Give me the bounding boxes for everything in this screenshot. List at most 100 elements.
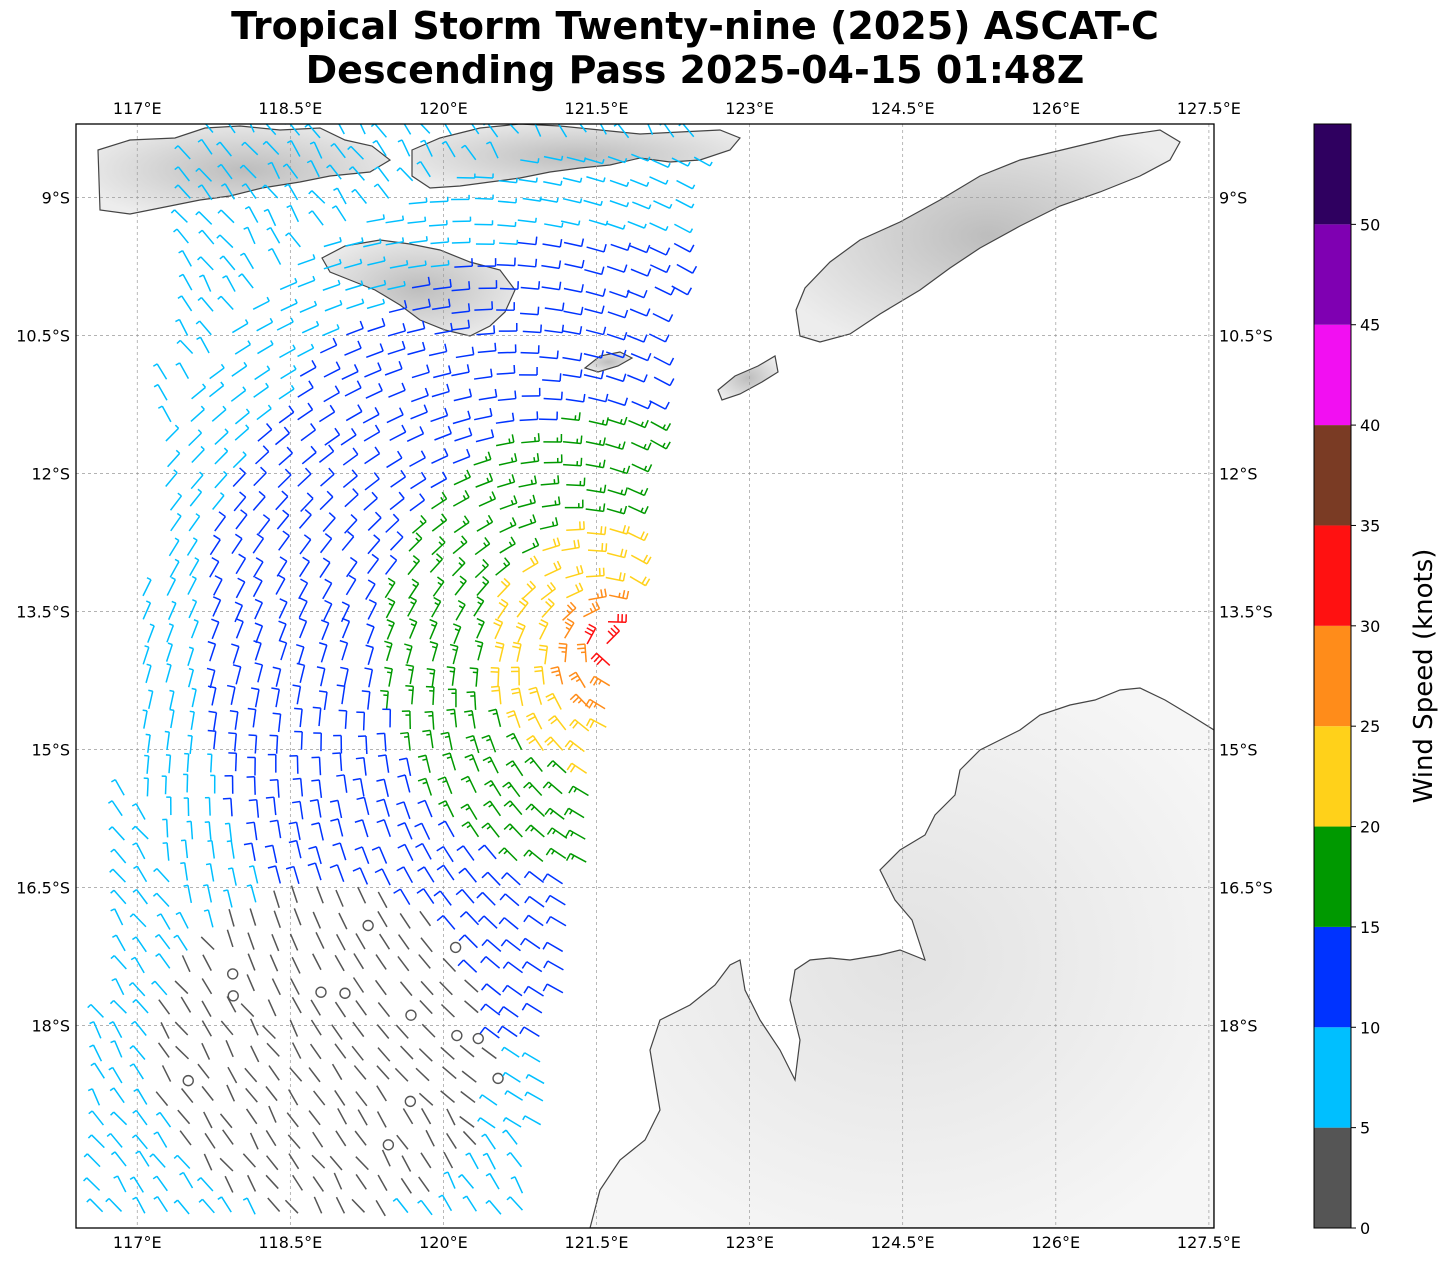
wind-barb bbox=[525, 1073, 545, 1085]
wind-barb bbox=[254, 365, 271, 381]
lat-tick-label-left: 13.5°S bbox=[16, 603, 70, 622]
wind-barb bbox=[443, 1151, 454, 1169]
wind-barb bbox=[152, 1175, 168, 1192]
wind-barb bbox=[367, 553, 380, 575]
wind-barb bbox=[278, 530, 290, 551]
wind-barb bbox=[89, 1044, 103, 1062]
wind-barb bbox=[131, 1020, 147, 1036]
wind-barb bbox=[203, 909, 214, 928]
wind-barb bbox=[562, 177, 583, 183]
wind-barb bbox=[652, 312, 674, 323]
wind-barb bbox=[506, 710, 521, 729]
lon-tick-label-bottom: 120°E bbox=[419, 1233, 468, 1252]
wind-barb bbox=[187, 646, 195, 666]
wind-barb bbox=[455, 888, 475, 904]
wind-barb bbox=[284, 183, 299, 201]
wind-barb bbox=[253, 557, 264, 578]
wind-barb bbox=[313, 1090, 326, 1106]
colorbar-segment bbox=[1314, 224, 1351, 325]
wind-barb bbox=[452, 216, 472, 223]
lon-tick-label-top: 118.5°E bbox=[258, 99, 322, 118]
wind-barb bbox=[563, 238, 585, 248]
wind-barb bbox=[235, 577, 246, 599]
wind-barb bbox=[312, 911, 322, 929]
wind-barb bbox=[238, 273, 254, 289]
wind-barb bbox=[456, 845, 475, 861]
wind-barb bbox=[421, 1023, 436, 1038]
wind-barb bbox=[329, 864, 345, 882]
wind-barb bbox=[148, 689, 154, 709]
wind-barb bbox=[209, 534, 221, 556]
wind-barb bbox=[417, 777, 433, 796]
wind-barb bbox=[440, 1003, 455, 1018]
wind-barb bbox=[216, 141, 232, 157]
wind-barb bbox=[205, 863, 215, 882]
wind-barb bbox=[461, 144, 477, 161]
wind-barb bbox=[477, 915, 498, 929]
wind-barb bbox=[110, 1111, 128, 1126]
wind-barb bbox=[411, 364, 430, 379]
wind-barb bbox=[498, 323, 518, 332]
wind-barb bbox=[460, 1090, 476, 1104]
wind-barb bbox=[228, 752, 238, 772]
wind-barb bbox=[312, 953, 322, 971]
wind-barb bbox=[354, 846, 370, 865]
wind-barb bbox=[157, 405, 172, 423]
lon-tick-label-bottom: 124.5°E bbox=[871, 1233, 935, 1252]
wind-barb bbox=[418, 1092, 434, 1106]
wind-barb bbox=[629, 575, 651, 587]
wind-barb bbox=[522, 1115, 542, 1126]
wind-barb bbox=[521, 1052, 541, 1063]
wind-barb bbox=[497, 1025, 518, 1038]
wind-barb bbox=[313, 732, 322, 752]
wind-barb bbox=[357, 735, 368, 755]
wind-barb bbox=[318, 642, 328, 663]
wind-barb bbox=[512, 641, 522, 662]
wind-barb bbox=[201, 1000, 212, 1017]
wind-barb bbox=[217, 209, 235, 224]
wind-barb bbox=[539, 517, 559, 530]
wind-barb bbox=[268, 1065, 280, 1081]
wind-barb bbox=[364, 446, 381, 465]
wind-barb bbox=[564, 618, 575, 639]
wind-barb bbox=[502, 1117, 522, 1128]
calm-wind-circle bbox=[492, 1072, 504, 1085]
wind-barb bbox=[440, 1046, 455, 1060]
wind-barb bbox=[266, 1042, 280, 1057]
colorbar-tick-label: 5 bbox=[1360, 1119, 1370, 1138]
wind-barb bbox=[324, 299, 343, 312]
wind-barb bbox=[474, 558, 489, 579]
wind-barb bbox=[477, 1117, 496, 1129]
wind-barb bbox=[131, 1134, 148, 1150]
wind-barb bbox=[357, 1109, 368, 1126]
wind-barb bbox=[374, 979, 387, 996]
wind-barb bbox=[510, 1176, 524, 1194]
wind-barb bbox=[584, 623, 597, 645]
wind-barb bbox=[397, 934, 410, 950]
wind-barb bbox=[312, 706, 322, 727]
wind-barb bbox=[653, 376, 675, 387]
wind-barb bbox=[249, 908, 257, 926]
wind-barb bbox=[247, 756, 256, 776]
wind-barb bbox=[311, 756, 322, 776]
wind-barb bbox=[331, 205, 347, 222]
wind-barb bbox=[312, 1176, 325, 1192]
wind-barb bbox=[344, 340, 362, 356]
wind-barb bbox=[452, 535, 468, 555]
wind-barb bbox=[334, 1043, 347, 1059]
wind-barb bbox=[224, 822, 233, 842]
wind-barb bbox=[436, 915, 456, 930]
wind-barb bbox=[565, 852, 587, 863]
wind-barb bbox=[197, 256, 214, 271]
wind-barb bbox=[443, 1171, 456, 1189]
wind-barb bbox=[562, 197, 583, 204]
wind-barb bbox=[500, 939, 521, 952]
lat-tick-label-left: 10.5°S bbox=[16, 327, 70, 346]
wind-barb bbox=[429, 618, 438, 640]
wind-barb bbox=[278, 446, 293, 466]
wind-barb bbox=[344, 488, 359, 508]
wind-barb bbox=[566, 477, 586, 487]
wind-barb bbox=[607, 487, 628, 496]
wind-barb bbox=[231, 533, 243, 555]
wind-barb bbox=[419, 124, 431, 134]
